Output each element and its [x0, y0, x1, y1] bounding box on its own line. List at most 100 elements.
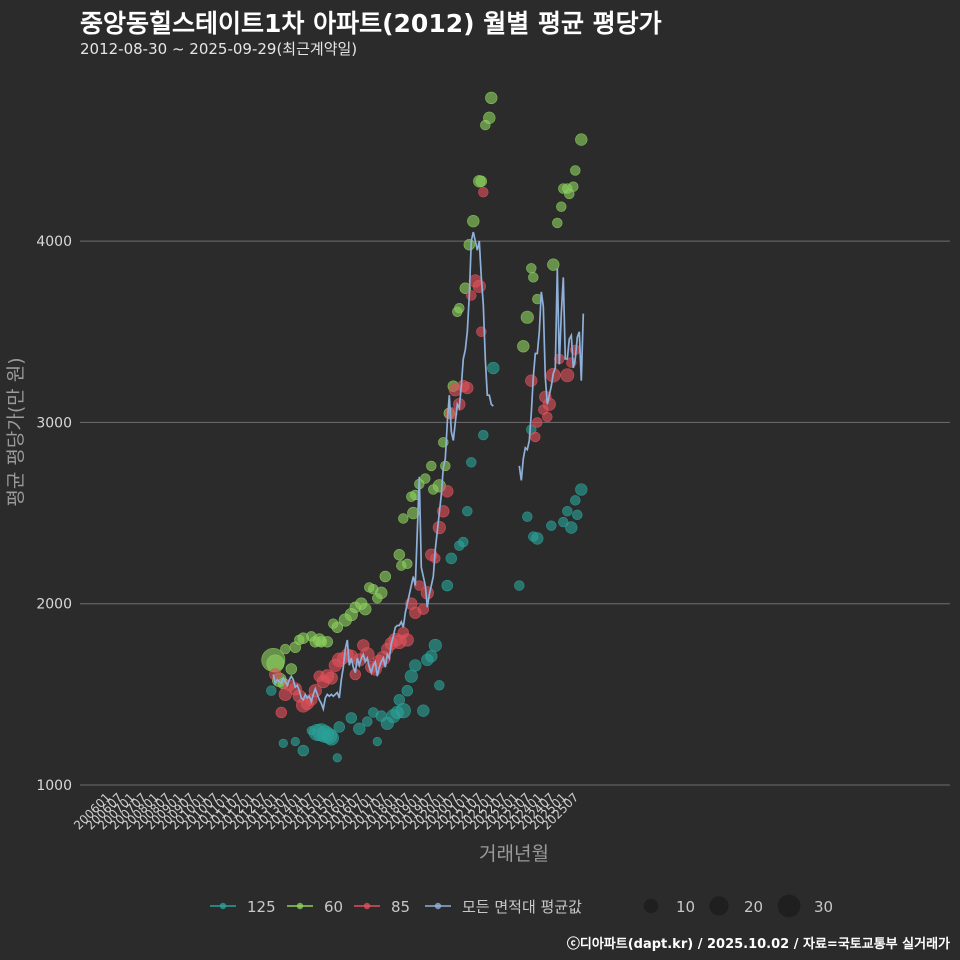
legend-size-circle — [643, 898, 659, 914]
point-125 — [478, 429, 489, 441]
point-85 — [525, 374, 538, 387]
point-60 — [359, 602, 372, 616]
point-85 — [542, 411, 553, 423]
point-125 — [575, 483, 588, 496]
point-60 — [517, 340, 530, 353]
point-125 — [531, 532, 544, 545]
point-60 — [552, 217, 563, 229]
point-125 — [333, 721, 345, 733]
point-85 — [400, 633, 414, 647]
chart-subtitle: 2012-08-30 ~ 2025-09-29(최근계약일) — [80, 40, 358, 58]
point-85 — [269, 668, 282, 681]
legend-size-item: 20 — [709, 896, 763, 916]
legend-label: 125 — [247, 898, 276, 916]
y-tick-label: 4000 — [36, 234, 72, 250]
point-60 — [402, 558, 413, 570]
point-60 — [379, 570, 391, 583]
point-125 — [362, 716, 373, 727]
point-60 — [454, 302, 465, 314]
y-tick-label: 1000 — [36, 778, 72, 794]
point-60 — [556, 201, 567, 212]
point-125 — [546, 520, 557, 531]
point-85 — [432, 520, 446, 535]
point-60 — [568, 181, 579, 192]
x-axis-title: 거래년월 — [479, 843, 549, 865]
chart-title: 중앙동힐스테이트1차 아파트(2012) 월별 평균 평당가 — [80, 9, 662, 38]
point-125 — [445, 552, 457, 565]
point-125 — [558, 516, 569, 528]
point-60 — [570, 165, 581, 176]
point-125 — [522, 511, 533, 522]
y-axis-title: 평균 평당가(만 원) — [5, 357, 27, 506]
point-60 — [459, 282, 471, 294]
point-60 — [375, 586, 388, 599]
legend-dot — [296, 902, 304, 910]
legend-size-label: 20 — [744, 898, 763, 916]
x-axis-ticks: 2006012006072007012007072008012008072009… — [71, 790, 581, 832]
point-60 — [321, 636, 333, 648]
point-60 — [426, 460, 437, 472]
point-125 — [290, 736, 300, 747]
point-125 — [441, 579, 453, 592]
point-85 — [275, 706, 287, 719]
legend-dot — [434, 902, 442, 910]
point-125 — [514, 580, 525, 591]
point-125 — [466, 457, 477, 468]
point-60 — [485, 91, 498, 105]
point-60 — [285, 663, 297, 675]
point-60 — [463, 239, 475, 251]
point-125 — [278, 738, 288, 748]
legend-item: 125 — [210, 898, 276, 916]
legend: 125 60 85 모든 면적대 평균값 10 20 30 — [210, 894, 833, 918]
point-60 — [331, 621, 343, 633]
point-60 — [393, 549, 405, 561]
point-85 — [530, 431, 541, 443]
legend-dot — [363, 902, 371, 910]
point-125 — [572, 509, 583, 521]
point-85 — [414, 580, 425, 591]
point-85 — [466, 290, 477, 301]
point-85 — [324, 671, 338, 685]
point-85 — [472, 279, 486, 293]
y-axis-ticks: 1000 2000 3000 4000 — [36, 234, 72, 794]
legend-size-item: 30 — [777, 894, 833, 918]
legend-dot — [219, 902, 227, 910]
point-60 — [475, 175, 487, 187]
legend-label: 85 — [391, 898, 410, 916]
gridlines — [80, 240, 950, 786]
point-60 — [467, 215, 480, 228]
point-125 — [487, 361, 500, 375]
point-60 — [520, 310, 534, 324]
legend-item: 85 — [354, 898, 410, 916]
point-60 — [528, 272, 539, 283]
point-125 — [434, 680, 445, 691]
point-60 — [483, 111, 496, 124]
point-125 — [417, 704, 430, 717]
point-125 — [565, 521, 578, 534]
point-85 — [560, 368, 575, 383]
point-60 — [398, 513, 409, 524]
point-125 — [425, 650, 438, 663]
credit-text: ⓒ디아파트(dapt.kr) / 2025.10.02 / 자료=국토교통부 실… — [566, 937, 950, 952]
point-125 — [458, 536, 469, 548]
point-60 — [280, 643, 291, 655]
point-125 — [332, 753, 342, 763]
point-85 — [417, 603, 429, 615]
average-line-segment — [272, 231, 494, 713]
point-60 — [575, 133, 588, 146]
legend-item: 60 — [287, 898, 343, 916]
point-125 — [570, 495, 581, 506]
point-125 — [372, 736, 382, 747]
legend-size-circle — [777, 894, 801, 918]
point-125 — [395, 703, 411, 719]
point-125 — [297, 744, 309, 757]
point-85 — [478, 186, 489, 198]
average-line-segment — [518, 268, 585, 481]
y-tick-label: 2000 — [36, 597, 72, 613]
legend-item: 모든 면적대 평균값 — [425, 898, 582, 916]
point-125 — [345, 712, 357, 724]
point-125 — [323, 730, 339, 746]
data-points — [261, 91, 588, 763]
point-125 — [462, 506, 473, 517]
